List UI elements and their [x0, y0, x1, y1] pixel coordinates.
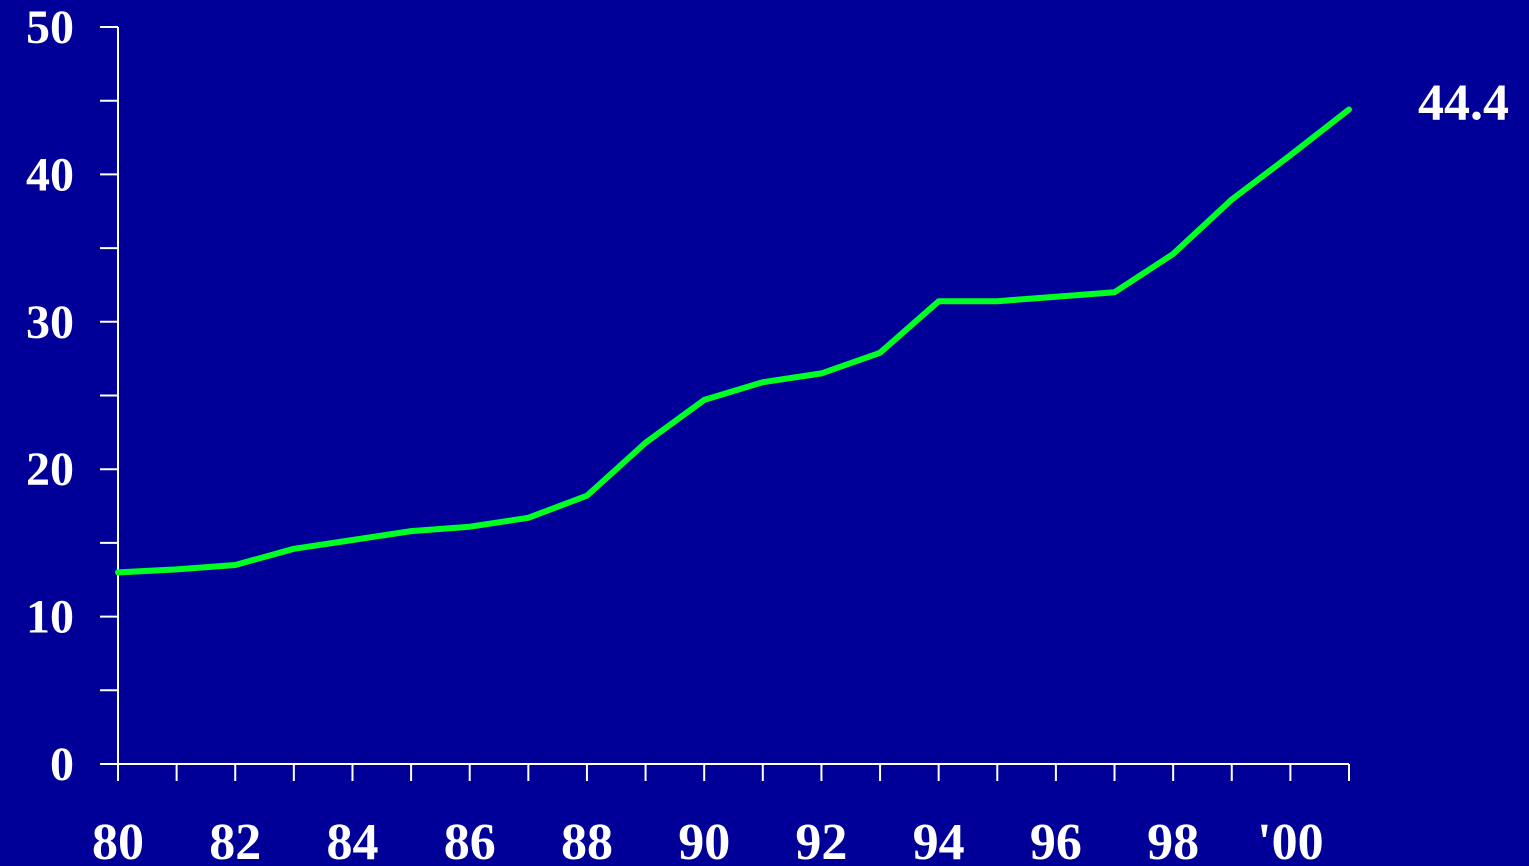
x-tick-label: 82 — [209, 814, 261, 866]
x-tick-label: 80 — [92, 814, 144, 866]
x-tick-label: 98 — [1147, 814, 1199, 866]
annotation-group: 44.4 — [1418, 75, 1509, 132]
series-line — [115, 106, 1352, 576]
x-tick-label: 90 — [678, 814, 730, 866]
end-value-label: 44.4 — [1418, 75, 1509, 132]
x-tick-label: 84 — [326, 814, 378, 866]
y-tick-label: 0 — [50, 738, 74, 791]
y-tick-label: 40 — [26, 148, 74, 201]
series-group — [115, 106, 1352, 576]
x-tick-label: '00 — [1257, 814, 1323, 866]
x-tick-label: 92 — [795, 814, 847, 866]
x-axis: 80 82 84 86 88 90 92 94 96 98 '00 — [92, 763, 1350, 866]
y-axis: 0 10 20 30 40 50 — [26, 1, 119, 791]
y-tick-label: 20 — [26, 443, 74, 496]
y-tick-label: 10 — [26, 591, 74, 644]
x-tick-label: 94 — [913, 814, 965, 866]
y-tick-label: 50 — [26, 1, 74, 54]
x-tick-label: 86 — [444, 814, 496, 866]
y-tick-label: 30 — [26, 296, 74, 349]
x-tick-label: 88 — [561, 814, 613, 866]
x-tick-label: 96 — [1030, 814, 1082, 866]
